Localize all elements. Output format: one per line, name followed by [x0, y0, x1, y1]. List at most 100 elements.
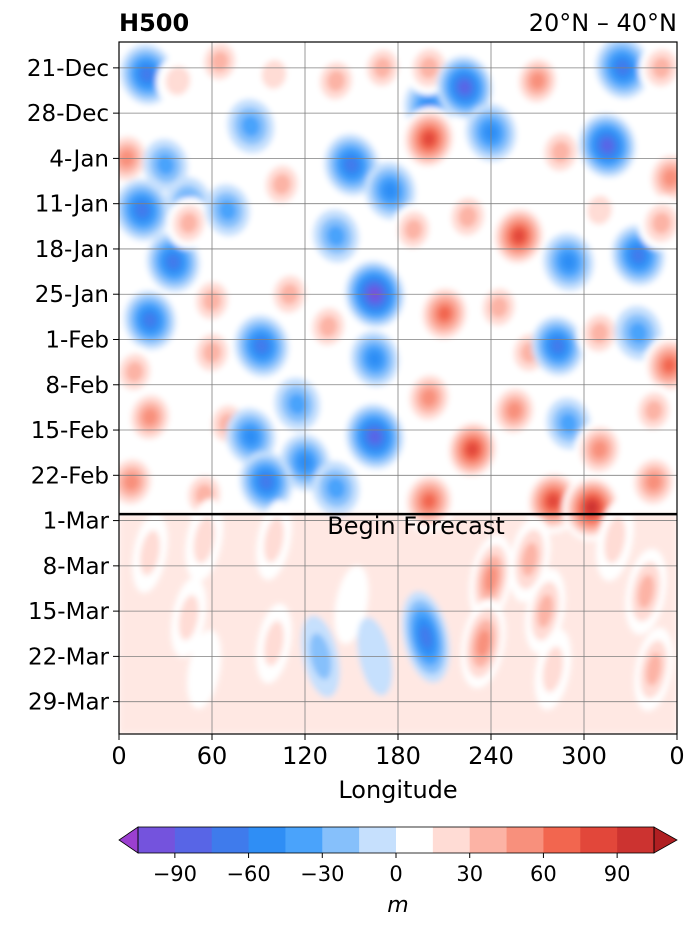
- chart-title: H500: [119, 9, 189, 37]
- anomaly-center: [400, 106, 458, 172]
- colorbar-tick-label: −30: [300, 862, 344, 886]
- anomaly-center: [574, 420, 625, 479]
- y-tick-label: 25-Jan: [35, 282, 109, 308]
- colorbar-segment: [506, 827, 544, 853]
- anomaly-center: [256, 500, 292, 580]
- anomaly-center: [637, 195, 677, 251]
- y-tick-label: 15-Feb: [31, 418, 109, 444]
- anomaly-center: [132, 513, 168, 593]
- anomaly-center: [324, 134, 379, 196]
- colorbar-extend-low: [118, 826, 139, 854]
- anomaly-center: [258, 157, 305, 211]
- anomaly-center: [124, 290, 176, 350]
- anomaly-center: [444, 189, 492, 244]
- x-axis-label: Longitude: [338, 776, 457, 804]
- anomaly-center: [120, 44, 174, 105]
- colorbar-tick-label: 60: [530, 862, 557, 886]
- anomaly-center: [171, 577, 207, 658]
- anomaly-center: [537, 124, 585, 180]
- colorbar-segment: [248, 827, 286, 853]
- y-tick-label: 1-Mar: [43, 509, 110, 535]
- y-tick-label: 21-Dec: [27, 56, 109, 82]
- anomaly-center: [489, 382, 539, 440]
- anomaly-center: [401, 591, 450, 683]
- anomaly-center: [143, 138, 188, 191]
- forecast-annotation: Begin Forecast: [327, 512, 505, 540]
- y-tick-label: 1-Feb: [45, 327, 109, 353]
- anomaly-center: [227, 98, 275, 154]
- anomaly-field: [119, 42, 677, 734]
- anomaly-center: [631, 384, 677, 437]
- anomaly-center: [625, 548, 667, 635]
- y-tick-label: 22-Mar: [28, 644, 110, 670]
- chart-subtitle: 20°N – 40°N: [529, 9, 677, 37]
- colorbar-tick-label: 90: [604, 862, 631, 886]
- y-tick-label: 8-Mar: [43, 554, 110, 580]
- colorbar-segment: [211, 827, 250, 853]
- anomaly-center: [576, 306, 623, 360]
- anomaly-center: [305, 299, 352, 354]
- anomaly-center: [345, 403, 404, 470]
- anomaly-center: [596, 498, 634, 582]
- y-tick-label: 15-Mar: [28, 599, 110, 625]
- colorbar-tick-label: 30: [456, 862, 483, 886]
- colorbar-segment: [617, 827, 655, 853]
- anomaly-center: [185, 498, 224, 582]
- anomaly-center: [313, 54, 359, 108]
- anomaly-center: [187, 630, 222, 709]
- anomaly-center: [256, 603, 292, 684]
- anomaly-center: [634, 627, 674, 712]
- anomaly-center: [119, 452, 157, 511]
- anomaly-center: [239, 451, 293, 513]
- y-tick-label: 4-Jan: [49, 146, 109, 172]
- x-tick-label: 120: [282, 742, 328, 770]
- anomaly-center: [546, 397, 591, 450]
- colorbar-segment: [138, 827, 176, 853]
- colorbar: −90 −60 −30 0 30 60 90: [118, 826, 678, 886]
- anomaly-center: [460, 598, 506, 689]
- anomaly-center: [391, 203, 436, 256]
- x-tick-label: 60: [197, 742, 228, 770]
- anomaly-center: [436, 55, 493, 119]
- x-tick-label: 0: [111, 742, 126, 770]
- y-axis: 21-Dec 28-Dec 4-Jan 11-Jan 18-Jan 25-Jan 1-Feb…: [27, 56, 119, 716]
- anomaly-center: [225, 408, 276, 465]
- anomaly-center: [578, 113, 636, 178]
- colorbar-tick-label: −90: [153, 862, 197, 886]
- y-tick-label: 22-Feb: [31, 463, 109, 489]
- anomaly-center: [543, 232, 594, 291]
- colorbar-segment: [543, 827, 581, 853]
- colorbar-segment: [359, 827, 397, 853]
- x-tick-label: 300: [561, 742, 607, 770]
- anomaly-center: [642, 335, 677, 396]
- colorbar-segment: [322, 827, 360, 853]
- anomaly-center: [350, 331, 399, 387]
- y-tick-label: 29-Mar: [28, 690, 110, 716]
- colorbar-segment: [469, 827, 508, 853]
- anomaly-center: [364, 161, 416, 220]
- colorbar-tick-label: 0: [389, 862, 402, 886]
- y-tick-label: 8-Feb: [45, 373, 109, 399]
- anomaly-center: [166, 196, 212, 250]
- anomaly-center: [119, 179, 170, 241]
- anomaly-center: [403, 368, 455, 427]
- anomaly-center: [417, 282, 472, 345]
- x-tick-label: 0: [669, 742, 684, 770]
- anomaly-center: [234, 315, 289, 377]
- anomaly-center: [252, 48, 296, 100]
- colorbar-extend-high: [653, 826, 678, 854]
- anomaly-center: [513, 52, 562, 109]
- colorbar-segment: [396, 827, 434, 853]
- colorbar-segment: [580, 827, 618, 853]
- anomaly-center: [628, 452, 677, 511]
- anomaly-center: [577, 184, 622, 236]
- anomaly-center: [312, 461, 360, 516]
- anomaly-center: [125, 388, 175, 446]
- anomaly-center: [645, 148, 677, 207]
- colorbar-label: m: [387, 893, 408, 918]
- x-axis: 0 60 120 180 240 300 0: [111, 734, 685, 770]
- plot-area: Begin Forecast 0 60 120 180 240 300 0 21-Dec 28…: [27, 41, 685, 770]
- colorbar-segment: [432, 827, 471, 853]
- colorbar-tick-label: −60: [226, 862, 270, 886]
